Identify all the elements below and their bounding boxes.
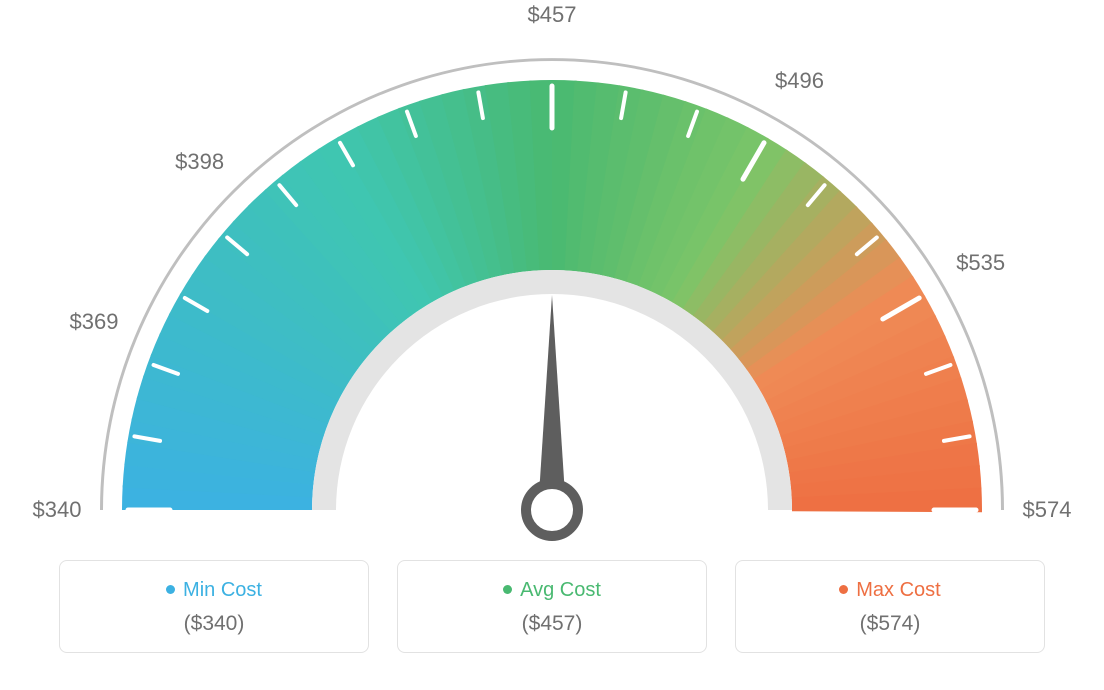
legend-card-min: Min Cost ($340) xyxy=(59,560,369,653)
dot-icon xyxy=(166,585,175,594)
gauge-tick-label: $369 xyxy=(70,309,119,335)
legend-title-avg: Avg Cost xyxy=(398,579,706,602)
gauge-tick-label: $457 xyxy=(528,2,577,28)
gauge-svg xyxy=(0,0,1104,560)
legend-max-value: ($574) xyxy=(736,612,1044,636)
dot-icon xyxy=(503,585,512,594)
gauge-needle-hub xyxy=(526,484,578,536)
gauge-tick-label: $340 xyxy=(33,497,82,523)
legend-max-label: Max Cost xyxy=(856,579,940,601)
gauge-needle xyxy=(538,295,566,510)
legend-avg-value: ($457) xyxy=(398,612,706,636)
legend-row: Min Cost ($340) Avg Cost ($457) Max Cost… xyxy=(0,560,1104,653)
legend-card-avg: Avg Cost ($457) xyxy=(397,560,707,653)
gauge-tick-label: $496 xyxy=(775,68,824,94)
cost-gauge: $340 $369 $398 $457 $496 $535 $574 xyxy=(0,0,1104,560)
gauge-tick-label: $535 xyxy=(956,250,1005,276)
gauge-tick-label: $398 xyxy=(175,149,224,175)
legend-min-value: ($340) xyxy=(60,612,368,636)
legend-avg-label: Avg Cost xyxy=(520,579,601,601)
legend-title-max: Max Cost xyxy=(736,579,1044,602)
legend-min-label: Min Cost xyxy=(183,579,262,601)
legend-title-min: Min Cost xyxy=(60,579,368,602)
legend-card-max: Max Cost ($574) xyxy=(735,560,1045,653)
dot-icon xyxy=(839,585,848,594)
gauge-tick-label: $574 xyxy=(1023,497,1072,523)
